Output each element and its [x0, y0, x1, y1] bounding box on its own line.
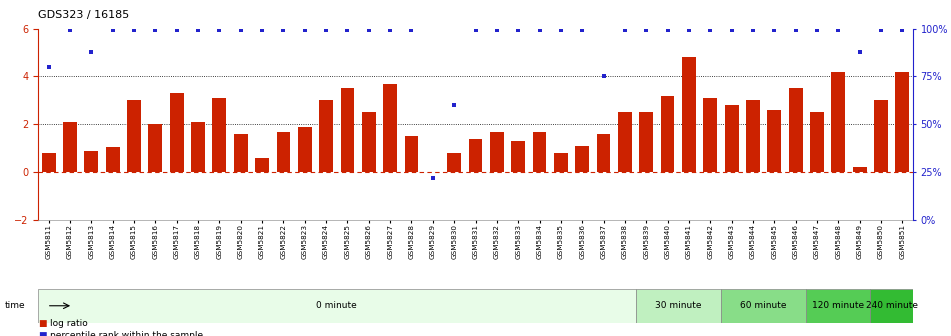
Text: time: time: [5, 301, 26, 310]
Bar: [639, 112, 653, 172]
Bar: [320, 100, 333, 172]
Bar: [725, 105, 739, 172]
Bar: [596, 134, 611, 172]
Bar: [512, 141, 525, 172]
Bar: [298, 127, 312, 172]
Bar: [404, 136, 418, 172]
Bar: [212, 98, 226, 172]
Bar: [42, 153, 56, 172]
Bar: [788, 88, 803, 172]
Bar: [874, 100, 888, 172]
Bar: [38, 289, 635, 323]
Bar: [831, 72, 845, 172]
Text: 120 minute: 120 minute: [812, 301, 864, 310]
Bar: [170, 93, 184, 172]
Bar: [127, 100, 141, 172]
Text: percentile rank within the sample: percentile rank within the sample: [50, 331, 204, 336]
Text: log ratio: log ratio: [50, 319, 88, 328]
Text: 30 minute: 30 minute: [655, 301, 702, 310]
Bar: [553, 153, 568, 172]
Bar: [618, 112, 631, 172]
Bar: [277, 131, 290, 172]
Text: ■: ■: [38, 331, 47, 336]
Text: 240 minute: 240 minute: [865, 301, 918, 310]
Bar: [383, 84, 398, 172]
Text: 60 minute: 60 minute: [740, 301, 786, 310]
Text: ■: ■: [38, 319, 47, 328]
Bar: [721, 289, 806, 323]
Bar: [447, 153, 461, 172]
Bar: [191, 122, 205, 172]
Bar: [234, 134, 247, 172]
Text: 0 minute: 0 minute: [317, 301, 358, 310]
Bar: [63, 122, 77, 172]
Bar: [661, 96, 674, 172]
Bar: [85, 151, 98, 172]
Bar: [148, 124, 163, 172]
Bar: [704, 98, 717, 172]
Bar: [682, 57, 696, 172]
Bar: [746, 100, 760, 172]
Bar: [362, 112, 376, 172]
Bar: [895, 72, 909, 172]
Bar: [340, 88, 355, 172]
Bar: [870, 289, 913, 323]
Bar: [810, 112, 824, 172]
Bar: [635, 289, 721, 323]
Bar: [469, 139, 482, 172]
Bar: [490, 131, 504, 172]
Bar: [767, 110, 781, 172]
Bar: [106, 147, 120, 172]
Bar: [575, 146, 589, 172]
Bar: [853, 167, 866, 172]
Bar: [806, 289, 870, 323]
Bar: [533, 131, 547, 172]
Bar: [255, 158, 269, 172]
Text: GDS323 / 16185: GDS323 / 16185: [38, 10, 129, 20]
